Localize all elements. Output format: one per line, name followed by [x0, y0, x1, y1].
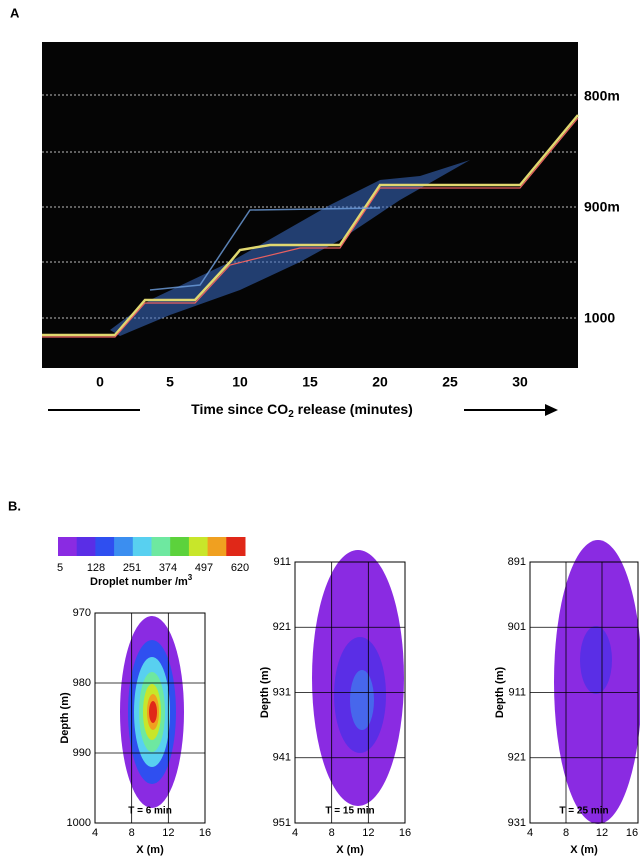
y-tick-label: 931: [273, 686, 291, 698]
label-bg: [140, 400, 464, 420]
echo-cloud: [110, 160, 470, 336]
time-label: T = 15 min: [325, 806, 374, 817]
colorbar-tick-label: 374: [159, 562, 177, 574]
x-tick-label: 4: [292, 827, 298, 839]
colorbar-tick-label: 5: [57, 562, 63, 574]
colorbar-cell: [95, 537, 115, 556]
y-tick-label: 891: [508, 556, 526, 568]
echogram: [42, 42, 578, 368]
echo-trace: [149, 207, 381, 291]
x-tick-label: 8: [329, 827, 335, 839]
colorbar-cell: [207, 537, 227, 556]
colorbar-cell: [132, 537, 152, 556]
x-axis-label: X (m): [336, 844, 364, 856]
x-axis-label: Time since CO2 release (minutes): [191, 401, 413, 420]
colorbar-cell: [76, 537, 96, 556]
panel-a-axis: 0 5 10 15 20 25 30 800m 900m 1000: [96, 88, 620, 390]
x-tick-label: 12: [362, 827, 374, 839]
colorbar-label: Droplet number /m3: [90, 573, 193, 588]
echo-trace: [42, 114, 579, 337]
y-tick-label: 951: [273, 817, 291, 829]
label-superscript: 3: [188, 573, 193, 582]
droplet-plume: [120, 616, 184, 808]
x-tick-label: 12: [162, 827, 174, 839]
label-part: Droplet number /m: [90, 576, 188, 588]
x-tick-label: 8: [563, 827, 569, 839]
label-subscript: 2: [288, 409, 294, 420]
y-tick-label: 941: [273, 752, 291, 764]
panel-label: A: [10, 5, 20, 20]
y-tick-label: 980: [73, 677, 91, 689]
colorbar-cell: [114, 537, 134, 556]
x-tick-label: 25: [442, 374, 458, 390]
colorbar-cell: [226, 537, 246, 556]
depth-label: 900m: [584, 199, 620, 215]
x-tick-label: 16: [626, 827, 638, 839]
y-tick-label: 1000: [67, 817, 91, 829]
y-tick-label: 901: [508, 621, 526, 633]
x-tick-label: 4: [527, 827, 533, 839]
y-tick-label: 911: [508, 686, 526, 698]
time-label: T = 25 min: [559, 806, 608, 817]
x-tick-label: 4: [92, 827, 98, 839]
depth-lines: [42, 94, 578, 319]
x-axis-label: X (m): [136, 844, 164, 856]
label-part: Time since CO: [191, 401, 288, 417]
y-axis-label: Depth (m): [494, 667, 506, 719]
x-tick-label: 8: [129, 827, 135, 839]
depth-label: 1000: [584, 310, 615, 326]
arrow-head: [545, 404, 558, 416]
label-part: release (minutes): [294, 401, 413, 417]
y-tick-label: 931: [508, 817, 526, 829]
x-tick-label: 20: [372, 374, 388, 390]
y-tick-label: 911: [273, 556, 291, 568]
x-tick-label: 16: [399, 827, 411, 839]
x-tick-label: 15: [302, 374, 318, 390]
time-label: T = 6 min: [128, 806, 172, 817]
plot-frame: [94, 612, 206, 824]
colorbar-tick-label: 251: [123, 562, 141, 574]
colorbar: 5 128 251 374 497 620: [57, 537, 249, 574]
depth-label: 800m: [584, 88, 620, 104]
y-tick-label: 990: [73, 747, 91, 759]
y-tick-label: 921: [273, 621, 291, 633]
y-tick-label: 970: [73, 607, 91, 619]
droplet-plume: [554, 540, 640, 824]
x-tick-label: 16: [199, 827, 211, 839]
droplet-plume: [312, 550, 404, 806]
colorbar-tick-label: 128: [87, 562, 105, 574]
y-axis-label: Depth (m): [59, 692, 71, 744]
colorbar-cell: [188, 537, 209, 556]
y-axis-label: Depth (m): [259, 667, 271, 719]
colorbar-cell: [58, 537, 78, 556]
colorbar-tick-label: 497: [195, 562, 213, 574]
y-tick-label: 921: [508, 752, 526, 764]
x-tick-label: 10: [232, 374, 248, 390]
colorbar-cell: [170, 537, 190, 556]
x-axis-label: X (m): [570, 844, 598, 856]
x-tick-label: 0: [96, 374, 104, 390]
colorbar-cell: [151, 537, 171, 556]
colorbar-tick-label: 620: [231, 562, 249, 574]
x-tick-label: 5: [166, 374, 174, 390]
panel-label: B.: [8, 498, 21, 513]
x-tick-label: 30: [512, 374, 528, 390]
x-tick-label: 12: [596, 827, 608, 839]
echo-trace: [42, 117, 579, 338]
